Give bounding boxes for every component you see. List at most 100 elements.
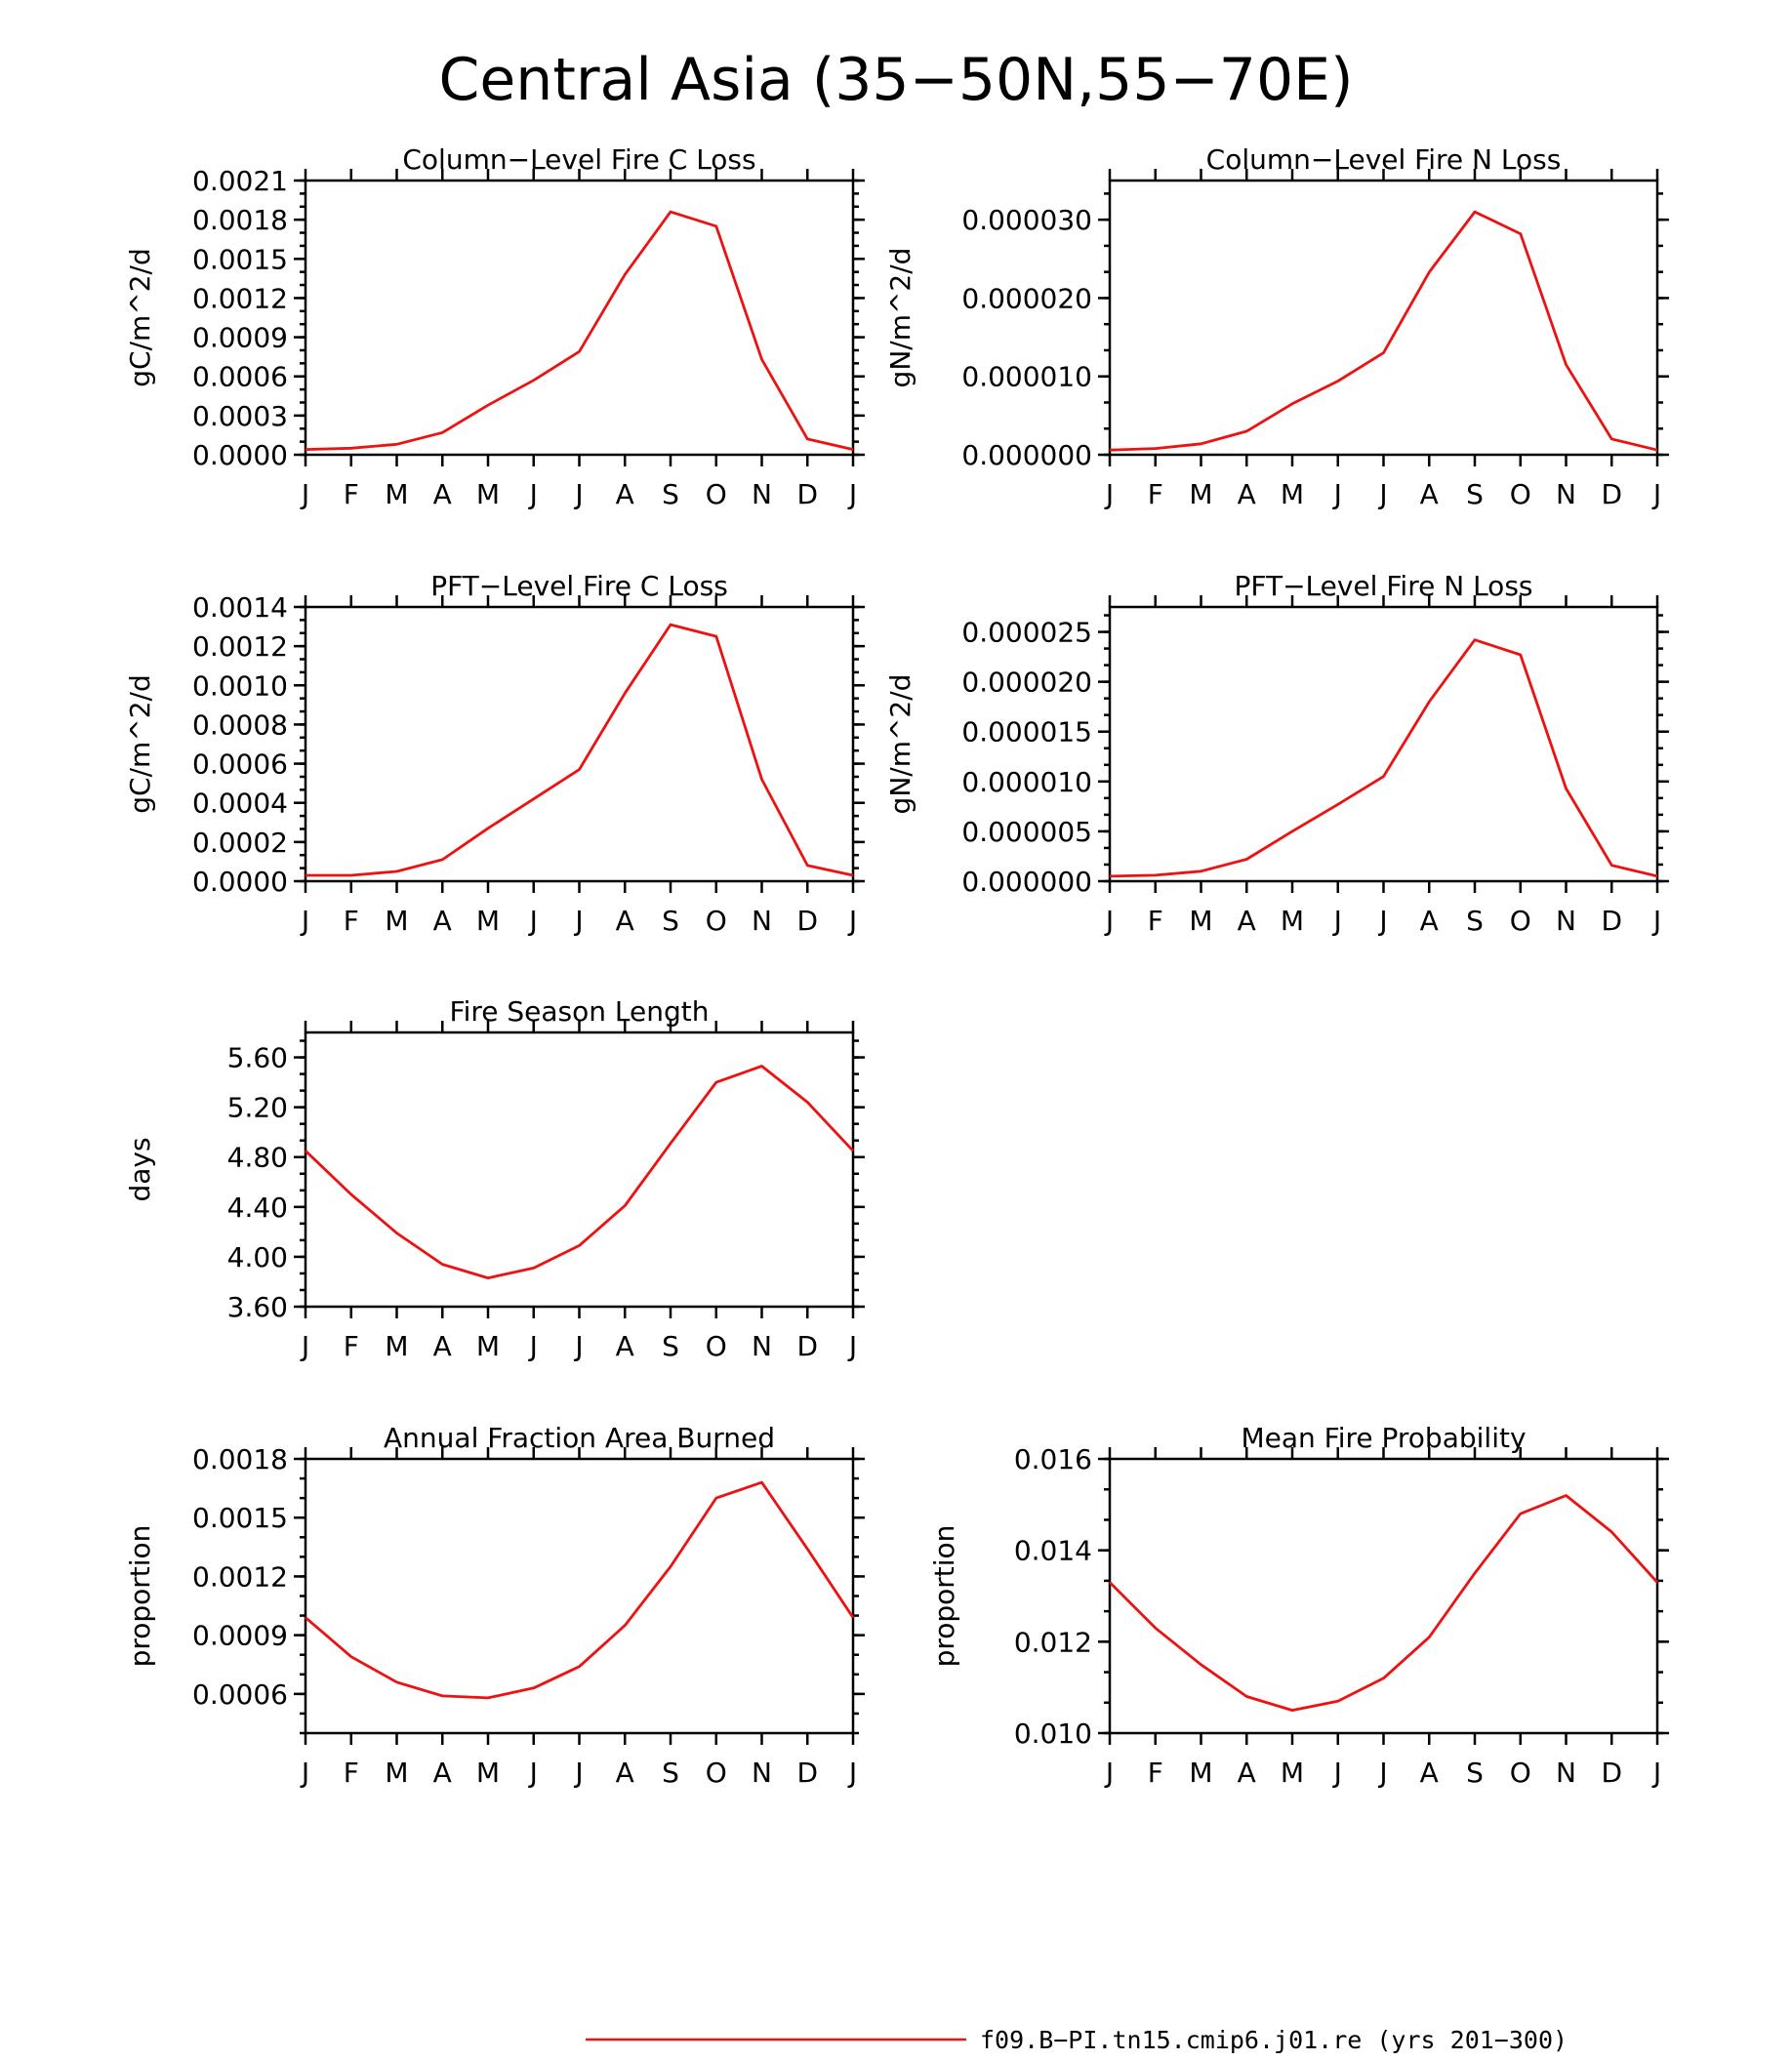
x-tick-label: M bbox=[1189, 905, 1212, 937]
x-tick-label: A bbox=[616, 905, 634, 937]
plot-frame bbox=[304, 1457, 855, 1735]
y-axis-label: days bbox=[124, 1137, 156, 1201]
y-tick-label: 0.0004 bbox=[192, 788, 288, 820]
x-tick-label: A bbox=[433, 1330, 452, 1362]
y-tick-label: 0.0014 bbox=[192, 591, 288, 624]
y-tick-label: 0.000015 bbox=[961, 716, 1092, 748]
x-tick-label: M bbox=[476, 478, 500, 510]
x-tick-label: F bbox=[344, 478, 359, 510]
x-tick-label: A bbox=[1238, 905, 1256, 937]
y-tick-label: 0.014 bbox=[1014, 1535, 1092, 1567]
x-tick-label: A bbox=[1238, 478, 1256, 510]
plot-frame bbox=[304, 605, 855, 883]
y-tick-label: 3.60 bbox=[227, 1291, 288, 1323]
x-tick-label: J bbox=[1332, 478, 1342, 510]
x-tick-label: A bbox=[433, 905, 452, 937]
x-tick-label: N bbox=[752, 1757, 772, 1789]
x-tick-label: A bbox=[1238, 1757, 1256, 1789]
x-tick-label: O bbox=[1510, 1757, 1531, 1789]
x-tick-label: S bbox=[1466, 1757, 1484, 1789]
x-tick-label: J bbox=[1104, 905, 1114, 937]
x-tick-label: M bbox=[476, 1757, 500, 1789]
x-tick-label: J bbox=[1377, 478, 1387, 510]
x-tick-label: J bbox=[1651, 905, 1661, 937]
x-tick-label: J bbox=[1377, 905, 1387, 937]
x-tick-label: J bbox=[300, 478, 309, 510]
y-axis-label: gN/m^2/d bbox=[884, 248, 916, 388]
x-tick-label: J bbox=[1332, 1757, 1342, 1789]
plot-frame bbox=[304, 179, 855, 457]
x-tick-label: J bbox=[1104, 1757, 1114, 1789]
x-tick-label: S bbox=[662, 1330, 679, 1362]
x-tick-label: S bbox=[1466, 905, 1484, 937]
y-tick-label: 0.0021 bbox=[192, 165, 288, 197]
x-tick-label: F bbox=[344, 1330, 359, 1362]
x-tick-label: J bbox=[847, 478, 857, 510]
x-tick-label: F bbox=[1148, 1757, 1163, 1789]
x-tick-label: M bbox=[1281, 1757, 1304, 1789]
y-axis-label: proportion bbox=[928, 1525, 960, 1668]
plot-frame bbox=[1108, 179, 1659, 457]
y-tick-label: 5.60 bbox=[227, 1042, 288, 1074]
y-tick-label: 0.0018 bbox=[192, 204, 288, 236]
x-tick-label: O bbox=[706, 1330, 727, 1362]
y-tick-label: 0.0009 bbox=[192, 1620, 288, 1652]
x-tick-label: J bbox=[1651, 478, 1661, 510]
x-tick-label: A bbox=[616, 1757, 634, 1789]
x-tick-label: J bbox=[847, 905, 857, 937]
x-tick-label: N bbox=[1556, 1757, 1576, 1789]
y-tick-label: 0.0006 bbox=[192, 748, 288, 781]
x-tick-label: N bbox=[1556, 905, 1576, 937]
x-tick-label: A bbox=[616, 478, 634, 510]
figure-title: Central Asia (35−50N,55−70E) bbox=[439, 46, 1354, 114]
y-tick-label: 4.40 bbox=[227, 1192, 288, 1224]
plot-frame bbox=[1108, 605, 1659, 883]
y-tick-label: 0.0012 bbox=[192, 282, 288, 314]
x-tick-label: M bbox=[385, 1330, 408, 1362]
x-tick-label: M bbox=[476, 1330, 500, 1362]
x-tick-label: J bbox=[300, 905, 309, 937]
x-tick-label: S bbox=[1466, 478, 1484, 510]
series-line bbox=[1109, 1494, 1659, 1712]
x-tick-label: D bbox=[796, 1757, 818, 1789]
x-tick-label: M bbox=[385, 478, 408, 510]
y-tick-label: 0.000030 bbox=[961, 204, 1092, 236]
x-tick-label: J bbox=[1651, 1757, 1661, 1789]
x-tick-label: M bbox=[1281, 478, 1304, 510]
x-tick-label: N bbox=[752, 905, 772, 937]
y-axis-label: gN/m^2/d bbox=[884, 674, 916, 815]
x-tick-label: F bbox=[1148, 478, 1163, 510]
x-tick-label: J bbox=[528, 905, 538, 937]
y-tick-label: 0.010 bbox=[1014, 1718, 1092, 1750]
y-tick-label: 0.0009 bbox=[192, 322, 288, 354]
x-tick-label: J bbox=[300, 1330, 309, 1362]
x-tick-label: D bbox=[796, 478, 818, 510]
y-tick-label: 0.0010 bbox=[192, 669, 288, 702]
y-axis-label: proportion bbox=[124, 1525, 156, 1668]
plot-frame bbox=[1108, 1457, 1659, 1735]
y-tick-label: 0.000020 bbox=[961, 667, 1092, 699]
x-tick-label: J bbox=[1104, 478, 1114, 510]
x-tick-label: A bbox=[1420, 905, 1439, 937]
x-tick-label: O bbox=[1510, 905, 1531, 937]
y-tick-label: 4.00 bbox=[227, 1241, 288, 1273]
y-tick-label: 0.0012 bbox=[192, 1560, 288, 1593]
x-tick-label: N bbox=[752, 1330, 772, 1362]
y-tick-label: 0.0015 bbox=[192, 243, 288, 275]
x-tick-label: O bbox=[1510, 478, 1531, 510]
x-tick-label: O bbox=[706, 478, 727, 510]
x-tick-label: J bbox=[300, 1757, 309, 1789]
y-tick-label: 0.0018 bbox=[192, 1443, 288, 1475]
series-line bbox=[305, 1065, 855, 1279]
y-tick-label: 0.000000 bbox=[961, 866, 1092, 898]
x-tick-label: F bbox=[344, 905, 359, 937]
legend: f09.B−PI.tn15.cmip6.j01.re (yrs 201−300) bbox=[586, 2026, 1568, 2054]
x-tick-label: D bbox=[796, 1330, 818, 1362]
